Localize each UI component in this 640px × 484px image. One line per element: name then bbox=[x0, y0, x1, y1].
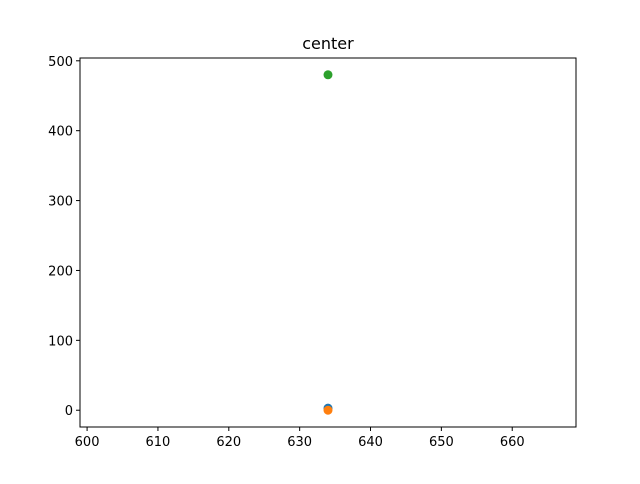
x-tick-label: 650 bbox=[429, 435, 454, 450]
x-tick-label: 620 bbox=[216, 435, 241, 450]
data-points bbox=[323, 70, 333, 415]
plot-frame bbox=[79, 57, 577, 428]
x-tick-label: 600 bbox=[75, 435, 100, 450]
x-tick-label: 660 bbox=[500, 435, 525, 450]
chart-title: center bbox=[302, 34, 354, 53]
y-tick-label: 0 bbox=[65, 404, 73, 419]
scatter-point-series-3 bbox=[323, 70, 333, 80]
x-tick-label: 610 bbox=[146, 435, 171, 450]
y-tick-label: 500 bbox=[48, 55, 73, 70]
y-tick-label: 300 bbox=[48, 195, 73, 210]
x-tick-label: 630 bbox=[287, 435, 312, 450]
scatter-point-series-2 bbox=[323, 405, 333, 415]
x-axis: 600 610 620 630 640 650 660 bbox=[75, 427, 525, 450]
y-tick-label: 200 bbox=[48, 264, 73, 279]
y-tick-label: 400 bbox=[48, 125, 73, 140]
x-tick-label: 640 bbox=[358, 435, 383, 450]
y-tick-label: 100 bbox=[48, 334, 73, 349]
y-axis: 0 100 200 300 400 500 bbox=[48, 55, 80, 419]
